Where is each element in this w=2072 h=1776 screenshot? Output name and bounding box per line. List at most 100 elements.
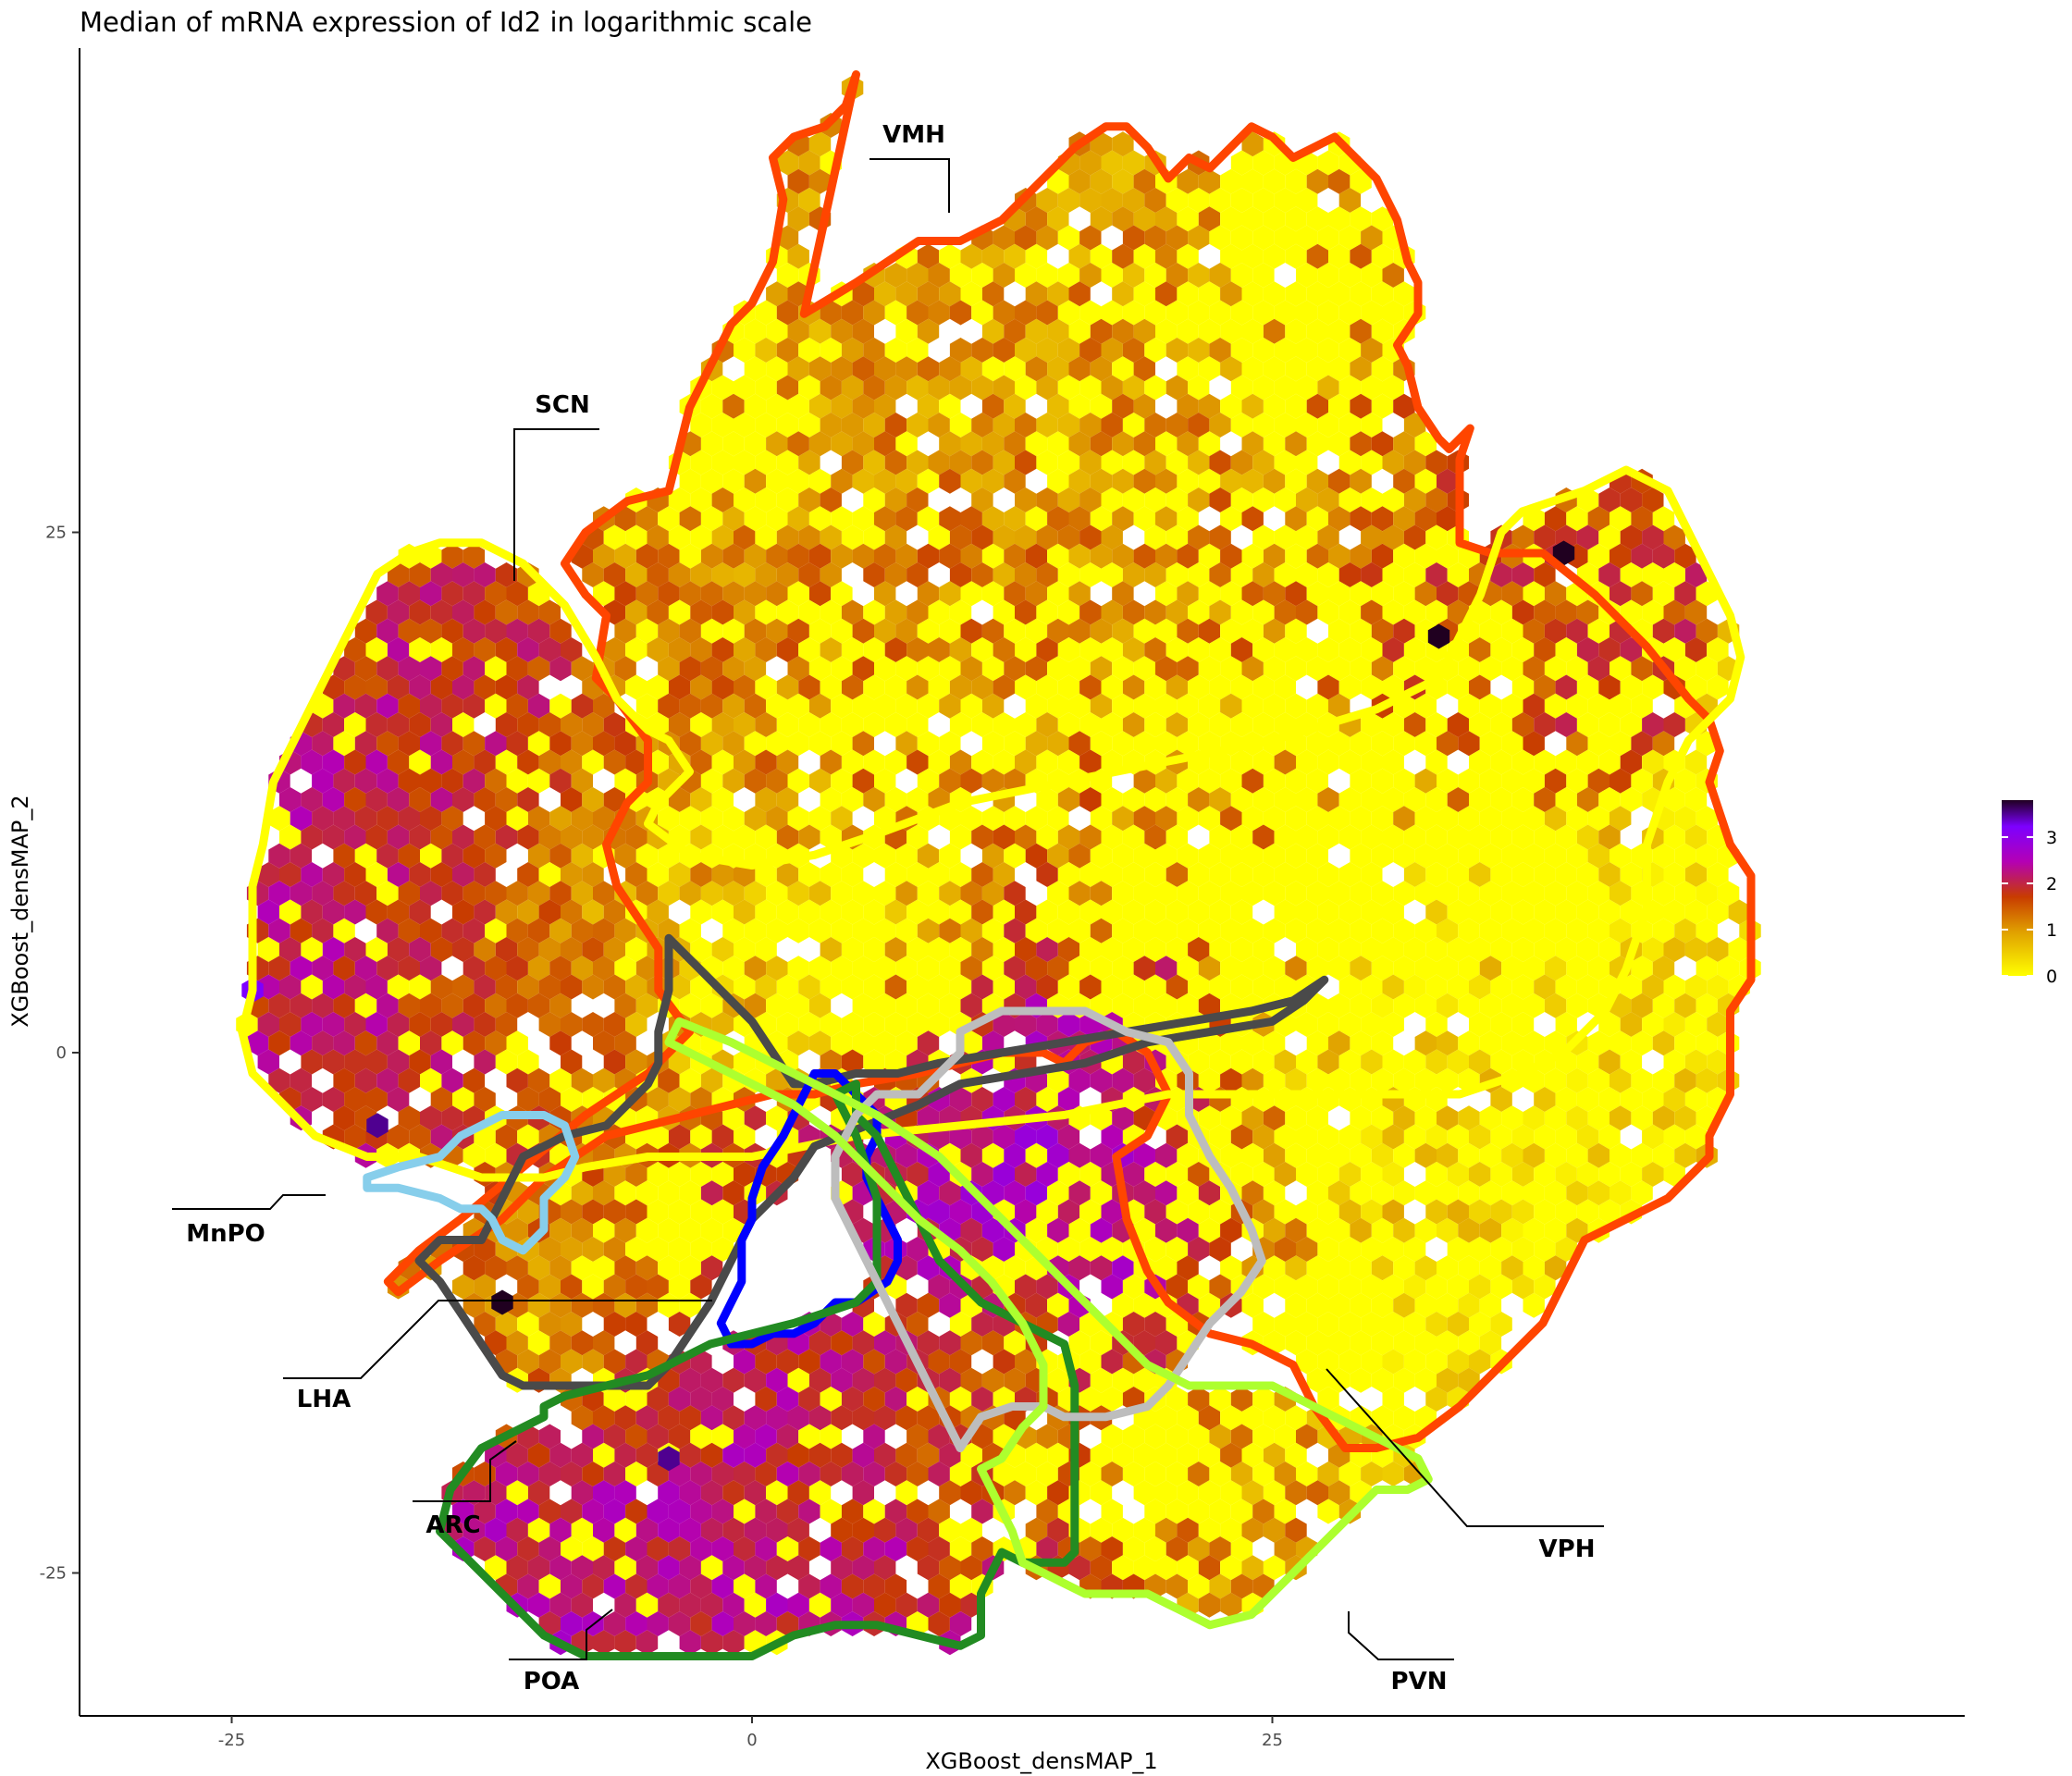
hex-bin (257, 937, 279, 962)
hex-bin (1101, 1387, 1123, 1412)
hex-bin (808, 956, 832, 981)
hex-bin (365, 862, 388, 887)
hex-bin (1285, 956, 1307, 981)
hex-bin (1511, 974, 1535, 1000)
hex-bin (1587, 881, 1610, 906)
hex-bin (1501, 843, 1523, 869)
hex-bin (1382, 450, 1404, 475)
hex-bin (1566, 1067, 1588, 1093)
hex-bin (711, 637, 734, 662)
hex-bin (1361, 487, 1383, 512)
hex-bin (831, 1367, 853, 1393)
hex-bin (441, 543, 463, 569)
hex-bin (1674, 581, 1696, 607)
hex-bin (1230, 824, 1253, 850)
hex-bin (614, 656, 636, 682)
hex-bin (1101, 150, 1123, 176)
hex-bin (549, 731, 572, 757)
hex-bin (398, 768, 420, 794)
hex-bin (1198, 1180, 1221, 1206)
hex-bin (1663, 937, 1685, 962)
hex-bin (452, 824, 475, 850)
hex-bin (1198, 318, 1221, 344)
hex-bin (1220, 1067, 1242, 1093)
hex-bin (949, 937, 972, 962)
hex-bin (1403, 487, 1426, 512)
hex-bin (711, 487, 734, 512)
hex-bin (679, 1292, 701, 1318)
hex-bin (1079, 225, 1102, 251)
hex-bin (744, 356, 767, 382)
hex-bin (1523, 618, 1545, 644)
hex-bin (679, 506, 701, 532)
hex-bin (517, 1199, 539, 1225)
hex-bin (798, 487, 820, 512)
hex-bin (1674, 543, 1696, 569)
hex-bin (1274, 637, 1296, 662)
hex-bin (960, 506, 982, 532)
hex-bin (398, 956, 420, 981)
hex-bin (1598, 862, 1621, 887)
hex-bin (625, 1462, 648, 1486)
hex-bin (841, 1387, 864, 1412)
hex-bin (874, 581, 896, 607)
x-axis-title: XGBoost_densMAP_1 (925, 1748, 1157, 1774)
hex-bin (1155, 581, 1178, 607)
hex-bin (1469, 824, 1491, 850)
hex-bin (1393, 281, 1415, 307)
hex-bin (1437, 993, 1459, 1018)
hex-bin (939, 1292, 961, 1318)
hex-bin (1133, 956, 1155, 981)
hex-bin (1382, 1349, 1404, 1375)
hex-bin (1155, 1480, 1178, 1506)
hex-bin (1144, 1424, 1166, 1449)
hex-bin (928, 637, 950, 662)
hex-bin (527, 843, 550, 869)
hex-bin (474, 637, 496, 662)
hex-bin (884, 899, 907, 925)
hex-bin (1458, 1330, 1480, 1356)
hex-bin (1328, 543, 1350, 569)
hex-bin (1414, 1292, 1437, 1318)
hex-bin (1306, 956, 1328, 981)
hex-bin (301, 787, 323, 812)
hex-bin (1079, 338, 1102, 363)
hex-bin-outlier (1427, 623, 1450, 649)
hex-bin (1598, 1087, 1621, 1112)
hex-bin (1663, 712, 1685, 737)
hex-bin (1511, 1199, 1535, 1225)
hex-bin (1350, 1142, 1372, 1168)
hex-bin (1328, 731, 1350, 757)
hex-bin (949, 1387, 972, 1412)
hex-bin (1587, 768, 1610, 794)
hex-bin (1631, 1105, 1653, 1131)
hex-bin (409, 1049, 431, 1075)
hex-bin (1544, 1142, 1567, 1168)
hex-bin (1230, 1424, 1253, 1449)
hex-bin (1306, 431, 1328, 457)
hex-bin (981, 731, 1005, 757)
hex-bin (1112, 1067, 1134, 1093)
hex-bin (787, 206, 809, 232)
hex-bin (1133, 1480, 1155, 1506)
hex-bin (949, 562, 972, 587)
hex-bin (1133, 693, 1155, 719)
hex-bin (734, 1162, 756, 1187)
hex-bin (690, 1162, 712, 1187)
hex-bin (722, 881, 745, 906)
contour-vph (831, 1006, 1266, 1452)
hex-bin (387, 899, 410, 925)
hex-bin (1252, 937, 1275, 962)
hex-bin (1166, 1162, 1189, 1187)
hex-bin (1566, 993, 1588, 1018)
hex-bin (1230, 637, 1253, 662)
hex-bin (1350, 1105, 1372, 1131)
hex-bin (1361, 899, 1383, 925)
hex-bin (1274, 1498, 1296, 1524)
hex-bin (808, 693, 832, 719)
hex-bin (744, 1480, 767, 1506)
hex-bin (1166, 413, 1189, 438)
hex-bin-outlier (366, 1113, 388, 1139)
hex-bin (1230, 450, 1253, 475)
hex-bin (1447, 599, 1469, 625)
